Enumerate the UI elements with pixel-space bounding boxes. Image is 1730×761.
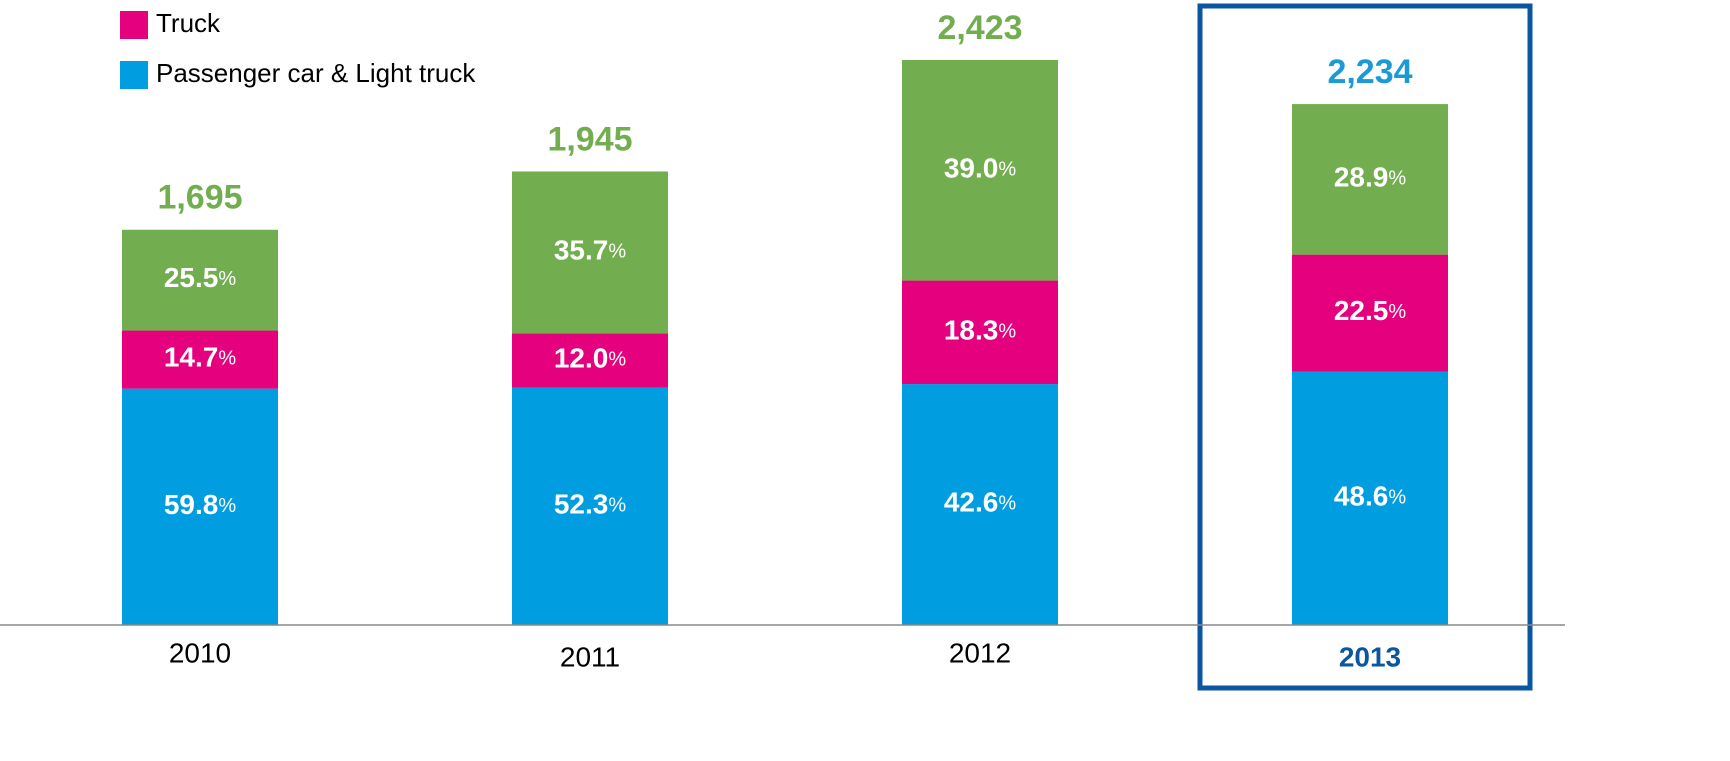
segment-label: 59.8% (164, 489, 237, 520)
bar-segment (512, 171, 668, 334)
segment-label: 52.3% (554, 489, 627, 520)
segment-label: 25.5% (164, 263, 237, 294)
bar-segment (512, 387, 668, 625)
x-tick-label: 2012 (949, 637, 1011, 668)
total-label: 1,945 (547, 120, 632, 158)
segment-label: 22.5% (1334, 296, 1407, 327)
segment-label: 35.7% (554, 235, 627, 266)
bar-segment (1292, 104, 1448, 255)
total-label: 2,234 (1327, 53, 1412, 91)
segment-label: 14.7% (164, 342, 237, 373)
bar-segment (1292, 371, 1448, 625)
bar-segment (902, 60, 1058, 281)
segment-label: 42.6% (944, 487, 1017, 518)
bar-segment (512, 333, 668, 388)
segment-label: 48.6% (1334, 481, 1407, 512)
legend-label: Passenger car & Light truck (156, 58, 476, 88)
x-tick-label: 2011 (560, 641, 620, 672)
bar-segment (122, 229, 278, 331)
x-tick-label: 2013 (1339, 641, 1401, 672)
bar-segment (122, 330, 278, 389)
bar-segment (1292, 254, 1448, 372)
bar-segment (902, 280, 1058, 385)
segment-label: 39.0% (944, 153, 1017, 184)
bar-segment (122, 388, 278, 625)
segment-label: 12.0% (554, 343, 627, 374)
total-label: 1,695 (157, 179, 242, 217)
segment-label: 28.9% (1334, 162, 1407, 193)
total-label: 2,423 (937, 9, 1022, 47)
legend-swatch (120, 11, 148, 39)
legend-swatch (120, 61, 148, 89)
segment-label: 18.3% (944, 315, 1017, 346)
highlight-box (1197, 3, 1533, 691)
bar-segment (902, 384, 1058, 625)
x-tick-label: 2010 (169, 637, 231, 668)
legend-label: Truck (156, 8, 221, 38)
